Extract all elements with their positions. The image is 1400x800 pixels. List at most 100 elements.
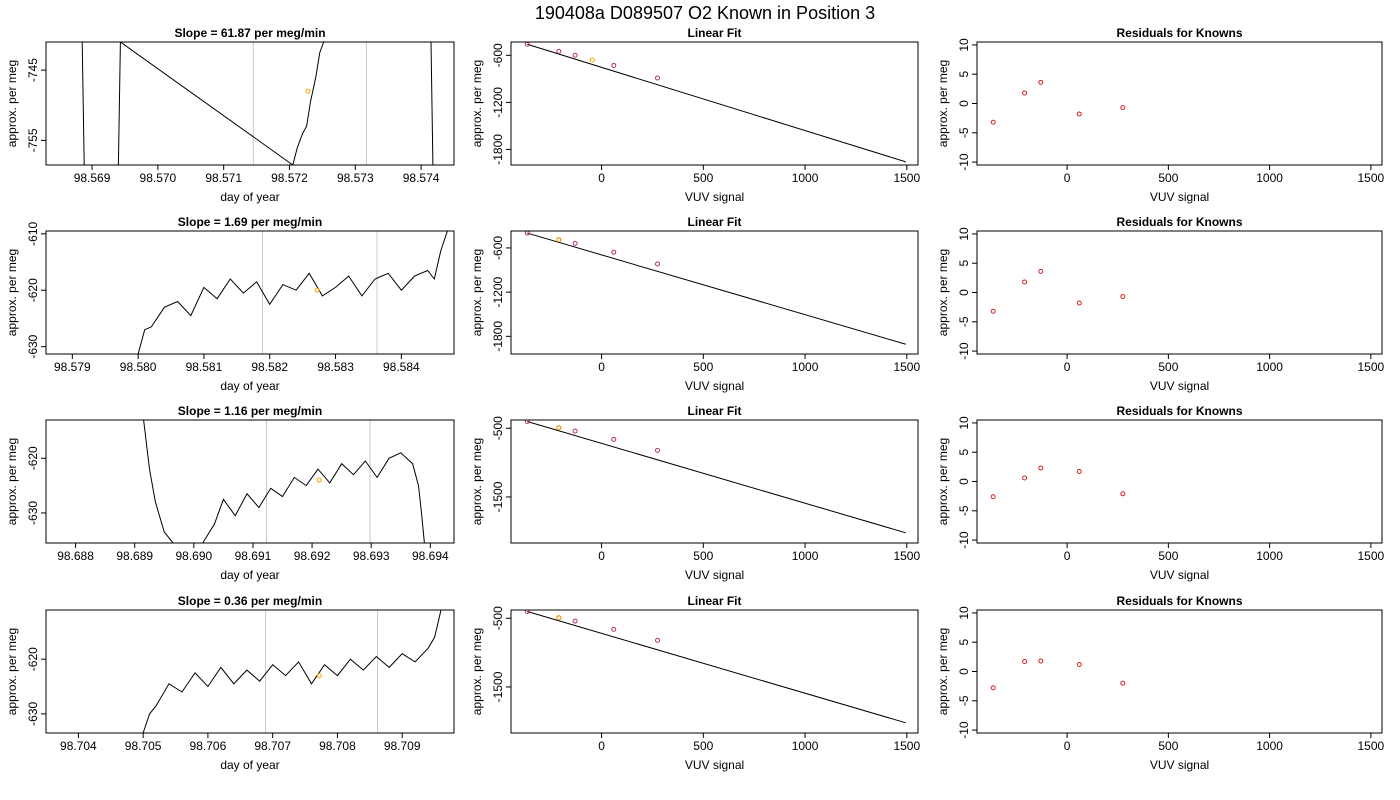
y-tick-label: -630 <box>26 501 40 525</box>
data-point <box>572 52 578 58</box>
data-point <box>1076 111 1082 117</box>
plot-area <box>524 231 906 345</box>
x-axis-label: VUV signal <box>685 568 744 582</box>
plot-frame <box>976 419 1383 544</box>
y-tick-label: 0 <box>957 289 971 296</box>
data-point <box>1022 659 1028 665</box>
data-point <box>1022 90 1028 96</box>
data-point <box>572 240 578 246</box>
y-tick-label: -620 <box>26 647 40 671</box>
x-tick-label: 1500 <box>1358 739 1385 753</box>
panel-3-2: Linear Fit VUV signal approx. per meg 0 500 1… <box>470 404 920 582</box>
y-axis-label: approx. per meg <box>936 628 950 715</box>
x-tick-label: 98.708 <box>319 739 356 753</box>
x-tick-label: 0 <box>1064 360 1071 374</box>
panel-title: Linear Fit <box>687 26 741 40</box>
current-sample-point <box>556 615 562 621</box>
panel-title: Slope = 0.36 per meg/min <box>178 594 322 608</box>
y-tick-label: 10 <box>957 606 971 620</box>
y-tick-label: 10 <box>957 416 971 430</box>
y-tick-label: -10 <box>957 342 971 360</box>
plot-frame <box>510 419 919 544</box>
plot-area <box>137 231 448 354</box>
y-tick-label: -1500 <box>491 671 505 702</box>
plot-frame <box>45 419 455 544</box>
figure-title: 190408a D089507 O2 Known in Position 3 <box>535 3 875 23</box>
x-tick-label: 98.572 <box>271 171 308 185</box>
y-tick-label: 0 <box>957 478 971 485</box>
x-tick-label: 500 <box>693 739 713 753</box>
data-point <box>990 685 996 691</box>
panel-title: Slope = 1.69 per meg/min <box>178 215 322 229</box>
data-point <box>556 48 562 54</box>
data-point <box>611 249 617 255</box>
plot-frame <box>976 230 1383 355</box>
signal-trace <box>143 420 425 543</box>
x-tick-label: 98.569 <box>74 171 111 185</box>
plot-frame <box>510 609 919 734</box>
panel-title: Residuals for Knowns <box>1116 215 1242 229</box>
x-tick-label: 500 <box>693 171 713 185</box>
x-axis-label: VUV signal <box>1150 568 1209 582</box>
x-tick-label: 98.693 <box>353 549 390 563</box>
y-tick-label: -5 <box>957 127 971 138</box>
y-tick-label: -610 <box>26 221 40 245</box>
y-tick-label: -620 <box>26 278 40 302</box>
panel-title: Slope = 61.87 per meg/min <box>174 26 325 40</box>
data-point <box>1120 680 1126 686</box>
y-tick-label: 5 <box>957 449 971 456</box>
x-axis-label: day of year <box>220 190 279 204</box>
data-point <box>1038 268 1044 274</box>
x-axis-label: VUV signal <box>1150 190 1209 204</box>
y-axis-label: approx. per meg <box>5 628 19 715</box>
data-point <box>1076 300 1082 306</box>
y-tick-label: -600 <box>491 43 505 67</box>
y-tick-label: 5 <box>957 639 971 646</box>
panel-4-3: Residuals for Knowns VUV signal approx. pe… <box>936 594 1385 772</box>
x-tick-label: 0 <box>598 549 605 563</box>
x-tick-label: 98.584 <box>383 360 420 374</box>
x-tick-label: 1500 <box>1358 171 1385 185</box>
data-point <box>655 75 661 81</box>
x-tick-label: 0 <box>598 171 605 185</box>
current-sample-point <box>556 237 562 243</box>
panel-title: Residuals for Knowns <box>1116 594 1242 608</box>
plot-area <box>524 610 906 724</box>
y-tick-label: -10 <box>957 531 971 549</box>
x-tick-label: 1500 <box>893 549 920 563</box>
x-tick-label: 1000 <box>792 360 819 374</box>
y-tick-label: -630 <box>26 334 40 358</box>
y-axis-label: approx. per meg <box>470 438 484 525</box>
x-tick-label: 1000 <box>1256 549 1283 563</box>
data-point <box>655 261 661 267</box>
panel-title: Slope = 1.16 per meg/min <box>178 404 322 418</box>
data-point <box>611 436 617 442</box>
signal-trace <box>137 231 448 354</box>
x-tick-label: 1000 <box>1256 171 1283 185</box>
panel-title: Linear Fit <box>687 404 741 418</box>
x-tick-label: 98.706 <box>190 739 227 753</box>
y-tick-label: -5 <box>957 695 971 706</box>
data-point <box>1022 475 1028 481</box>
plot-area <box>990 658 1126 691</box>
x-tick-label: 98.580 <box>120 360 157 374</box>
y-tick-label: -10 <box>957 721 971 739</box>
y-tick-label: -1800 <box>491 321 505 352</box>
plot-area <box>81 42 434 165</box>
plot-frame <box>976 41 1383 166</box>
current-sample-point <box>316 673 322 679</box>
y-axis-label: approx. per meg <box>5 438 19 525</box>
panel-4-2: Linear Fit VUV signal approx. per meg 0 500 1… <box>470 594 920 772</box>
current-sample-point <box>556 425 562 431</box>
y-tick-label: 5 <box>957 71 971 78</box>
y-axis-label: approx. per meg <box>470 60 484 147</box>
y-axis-label: approx. per meg <box>5 249 19 336</box>
data-point <box>1120 491 1126 497</box>
y-tick-label: -1200 <box>491 87 505 118</box>
panel-1-2: Linear Fit VUV signal approx. per meg 0 500 1… <box>470 26 920 204</box>
data-point <box>572 428 578 434</box>
x-tick-label: 98.579 <box>54 360 91 374</box>
data-point <box>1038 658 1044 664</box>
data-point <box>1038 79 1044 85</box>
